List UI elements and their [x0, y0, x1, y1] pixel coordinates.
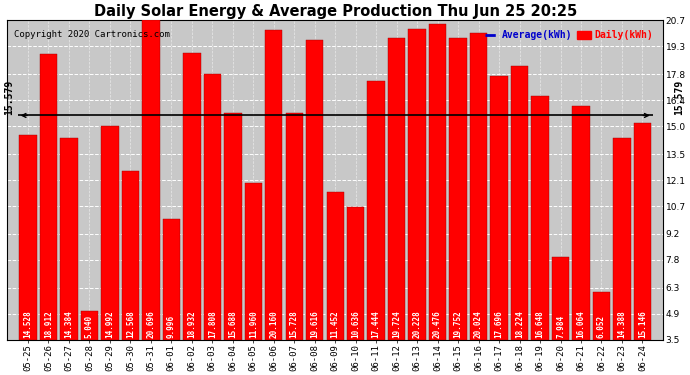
Bar: [265, 30, 282, 340]
Text: 5.040: 5.040: [85, 315, 94, 338]
Text: 20.476: 20.476: [433, 310, 442, 338]
Text: 19.752: 19.752: [453, 310, 462, 338]
Text: 17.444: 17.444: [372, 310, 381, 338]
Bar: [244, 183, 262, 340]
Bar: [40, 54, 57, 340]
Bar: [81, 311, 98, 340]
Text: 7.984: 7.984: [556, 315, 565, 338]
Bar: [572, 106, 590, 340]
Text: 16.064: 16.064: [577, 310, 586, 338]
Text: 17.696: 17.696: [495, 310, 504, 338]
Text: 16.648: 16.648: [535, 310, 544, 338]
Bar: [101, 126, 119, 340]
Bar: [121, 171, 139, 340]
Text: 20.696: 20.696: [146, 310, 155, 338]
Bar: [491, 76, 508, 340]
Text: 14.992: 14.992: [106, 310, 115, 338]
Text: 15.579: 15.579: [674, 79, 684, 114]
Text: 19.724: 19.724: [392, 310, 401, 338]
Text: Copyright 2020 Cartronics.com: Copyright 2020 Cartronics.com: [14, 30, 170, 39]
Bar: [511, 66, 529, 340]
Bar: [388, 39, 405, 340]
Text: 18.932: 18.932: [188, 310, 197, 338]
Bar: [183, 53, 201, 340]
Text: 15.728: 15.728: [290, 310, 299, 338]
Bar: [142, 20, 159, 340]
Bar: [593, 292, 610, 340]
Text: 20.160: 20.160: [269, 310, 278, 338]
Bar: [204, 74, 221, 340]
Bar: [470, 33, 487, 340]
Text: 14.388: 14.388: [618, 310, 627, 338]
Bar: [552, 256, 569, 340]
Text: 11.960: 11.960: [249, 310, 258, 338]
Text: 14.384: 14.384: [64, 310, 73, 338]
Text: 10.636: 10.636: [351, 310, 360, 338]
Bar: [326, 192, 344, 340]
Title: Daily Solar Energy & Average Production Thu Jun 25 20:25: Daily Solar Energy & Average Production …: [94, 4, 577, 19]
Bar: [368, 81, 385, 340]
Legend: Average(kWh), Daily(kWh): Average(kWh), Daily(kWh): [483, 28, 655, 42]
Bar: [408, 29, 426, 340]
Text: 11.452: 11.452: [331, 310, 339, 338]
Text: 6.052: 6.052: [597, 315, 606, 338]
Text: 19.616: 19.616: [310, 310, 319, 338]
Bar: [633, 123, 651, 340]
Bar: [60, 138, 78, 340]
Text: 18.224: 18.224: [515, 310, 524, 338]
Text: 17.808: 17.808: [208, 310, 217, 338]
Text: 9.996: 9.996: [167, 315, 176, 338]
Bar: [449, 38, 467, 340]
Bar: [347, 207, 364, 340]
Bar: [19, 135, 37, 340]
Text: 20.024: 20.024: [474, 310, 483, 338]
Bar: [429, 24, 446, 340]
Bar: [306, 40, 324, 340]
Bar: [286, 112, 303, 340]
Bar: [531, 96, 549, 340]
Text: 15.146: 15.146: [638, 310, 647, 338]
Text: 18.912: 18.912: [44, 310, 53, 338]
Text: 20.228: 20.228: [413, 310, 422, 338]
Text: 15.688: 15.688: [228, 310, 237, 338]
Text: 14.528: 14.528: [23, 310, 32, 338]
Text: 12.568: 12.568: [126, 310, 135, 338]
Bar: [224, 113, 241, 340]
Bar: [613, 138, 631, 340]
Bar: [163, 219, 180, 340]
Text: 15.579: 15.579: [5, 79, 14, 114]
